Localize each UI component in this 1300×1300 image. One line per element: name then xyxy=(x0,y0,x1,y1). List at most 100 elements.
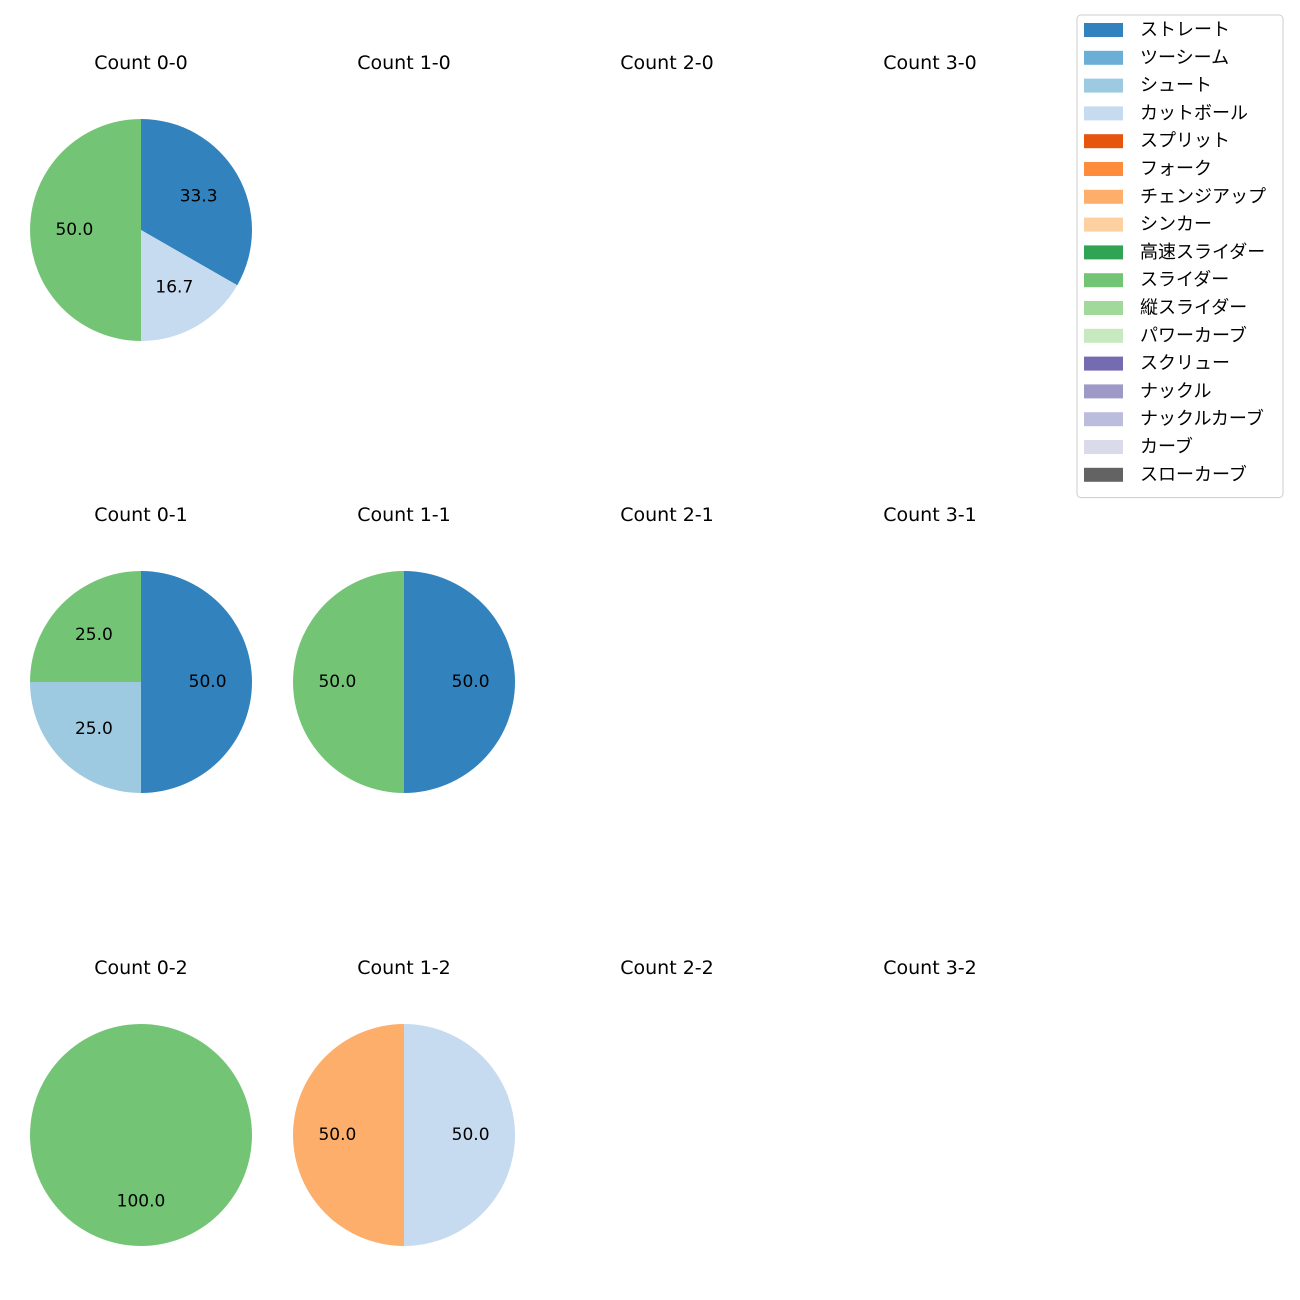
legend-item: スクリュー xyxy=(1084,353,1230,374)
legend-item: ナックル xyxy=(1084,381,1211,402)
pie-panel: Count 0-0 33.3 16.7 50.0 xyxy=(30,52,252,341)
pie-panel: Count 2-2 xyxy=(620,957,714,979)
legend-item: ストレート xyxy=(1084,20,1230,41)
legend-label: ストレート xyxy=(1140,20,1230,41)
slice-label: 50.0 xyxy=(189,672,227,692)
panel-title: Count 2-1 xyxy=(620,504,714,526)
slice-label: 100.0 xyxy=(117,1192,166,1212)
slice-label: 50.0 xyxy=(318,1125,356,1145)
legend-item: パワーカーブ xyxy=(1084,324,1247,346)
legend-item: カーブ xyxy=(1084,436,1193,458)
legend-label: スクリュー xyxy=(1140,353,1230,374)
pie-slice xyxy=(141,571,252,793)
legend-label: カットボール xyxy=(1140,103,1248,124)
legend-label: カーブ xyxy=(1140,436,1193,458)
legend-label: フォーク xyxy=(1140,159,1212,180)
pie-panel: Count 1-1 50.0 50.0 xyxy=(293,504,515,793)
legend-label: パワーカーブ xyxy=(1140,324,1247,346)
legend-label: 縦スライダー xyxy=(1140,298,1247,319)
panel-title: Count 2-0 xyxy=(620,52,714,74)
panel-title: Count 2-2 xyxy=(620,957,714,979)
pie-panel: Count 1-2 50.0 50.0 xyxy=(293,957,515,1246)
legend-swatch xyxy=(1084,328,1123,343)
panel-title: Count 3-0 xyxy=(883,52,977,74)
pie-panel: Count 3-2 xyxy=(883,957,977,979)
legend-item: シュート xyxy=(1084,75,1212,96)
legend-item: スローカーブ xyxy=(1084,463,1247,485)
legend: ストレートツーシームシュートカットボールスプリットフォークチェンジアップシンカー… xyxy=(1076,14,1284,499)
legend-item: フォーク xyxy=(1084,159,1212,180)
legend-swatch xyxy=(1084,273,1123,288)
legend-label: チェンジアップ xyxy=(1140,186,1266,207)
pie-slice xyxy=(404,571,515,793)
legend-item: シンカー xyxy=(1084,214,1212,235)
panel-title: Count 3-1 xyxy=(883,504,977,526)
legend-item: 高速スライダー xyxy=(1084,242,1265,263)
pie-panel: Count 3-1 xyxy=(883,504,977,526)
pie-slice xyxy=(141,230,238,341)
legend-label: シュート xyxy=(1140,75,1212,96)
panel-title: Count 1-1 xyxy=(357,504,451,526)
pie-slice xyxy=(293,571,404,793)
panel-title: Count 0-0 xyxy=(94,52,188,74)
legend-item: カットボール xyxy=(1084,103,1248,124)
legend-label: 高速スライダー xyxy=(1140,242,1265,263)
legend-label: ツーシーム xyxy=(1140,47,1229,68)
legend-label: ナックル xyxy=(1140,381,1211,402)
pie-slice xyxy=(293,1024,404,1246)
pie-slice xyxy=(30,119,141,341)
legend-frame xyxy=(1076,14,1284,499)
pie-slice xyxy=(30,682,141,793)
legend-swatch xyxy=(1084,245,1123,260)
legend-label: スプリット xyxy=(1140,131,1230,152)
slice-label: 25.0 xyxy=(75,625,113,645)
legend-label: ナックルカーブ xyxy=(1140,408,1264,430)
legend-swatch xyxy=(1084,467,1123,482)
panel-title: Count 0-2 xyxy=(94,957,188,979)
legend-item: スライダー xyxy=(1084,270,1229,291)
pie-slice xyxy=(30,1024,252,1246)
legend-swatch xyxy=(1084,189,1123,204)
legend-swatch xyxy=(1084,384,1123,399)
pie-panel: Count 0-2 100.0 xyxy=(30,957,252,1246)
legend-swatch xyxy=(1084,412,1123,427)
panel-title: Count 1-2 xyxy=(357,957,451,979)
panel-title: Count 1-0 xyxy=(357,52,451,74)
pie-panel: Count 0-1 50.0 25.0 25.0 xyxy=(30,504,252,793)
slice-label: 33.3 xyxy=(180,187,218,207)
panel-title: Count 3-2 xyxy=(883,957,977,979)
legend-swatch xyxy=(1084,440,1123,454)
legend-swatch xyxy=(1084,106,1123,121)
legend-swatch xyxy=(1084,50,1123,65)
legend-label: シンカー xyxy=(1140,214,1212,235)
legend-label: スライダー xyxy=(1140,270,1229,291)
pie-panel: Count 2-1 xyxy=(620,504,714,526)
pie-panel: Count 1-0 xyxy=(357,52,451,74)
panel-title: Count 0-1 xyxy=(94,504,188,526)
pie-panel: Count 3-0 xyxy=(883,52,977,74)
pie-slice xyxy=(141,119,252,286)
legend-swatch xyxy=(1084,217,1123,232)
panels: Count 0-0 33.3 16.7 50.0 Count 1-0 Count 2-0 C… xyxy=(30,52,977,1246)
legend-swatch xyxy=(1084,134,1123,149)
legend-item: ナックルカーブ xyxy=(1084,408,1264,430)
legend-swatch xyxy=(1084,162,1123,176)
slice-label: 50.0 xyxy=(55,220,93,240)
legend-item: チェンジアップ xyxy=(1084,186,1266,207)
legend-swatch xyxy=(1084,78,1123,93)
slice-label: 50.0 xyxy=(318,672,356,692)
slice-label: 50.0 xyxy=(452,1125,490,1145)
slice-label: 16.7 xyxy=(155,278,193,298)
slice-label: 50.0 xyxy=(452,672,490,692)
slice-label: 25.0 xyxy=(75,719,113,739)
legend-label: スローカーブ xyxy=(1140,463,1247,485)
legend-item: ツーシーム xyxy=(1084,47,1229,68)
pie-panel: Count 2-0 xyxy=(620,52,714,74)
legend-item: スプリット xyxy=(1084,131,1230,152)
legend-swatch xyxy=(1084,356,1123,371)
pie-slice xyxy=(30,571,141,682)
legend-swatch xyxy=(1084,23,1123,37)
legend-swatch xyxy=(1084,301,1123,315)
pie-slice xyxy=(404,1024,515,1246)
